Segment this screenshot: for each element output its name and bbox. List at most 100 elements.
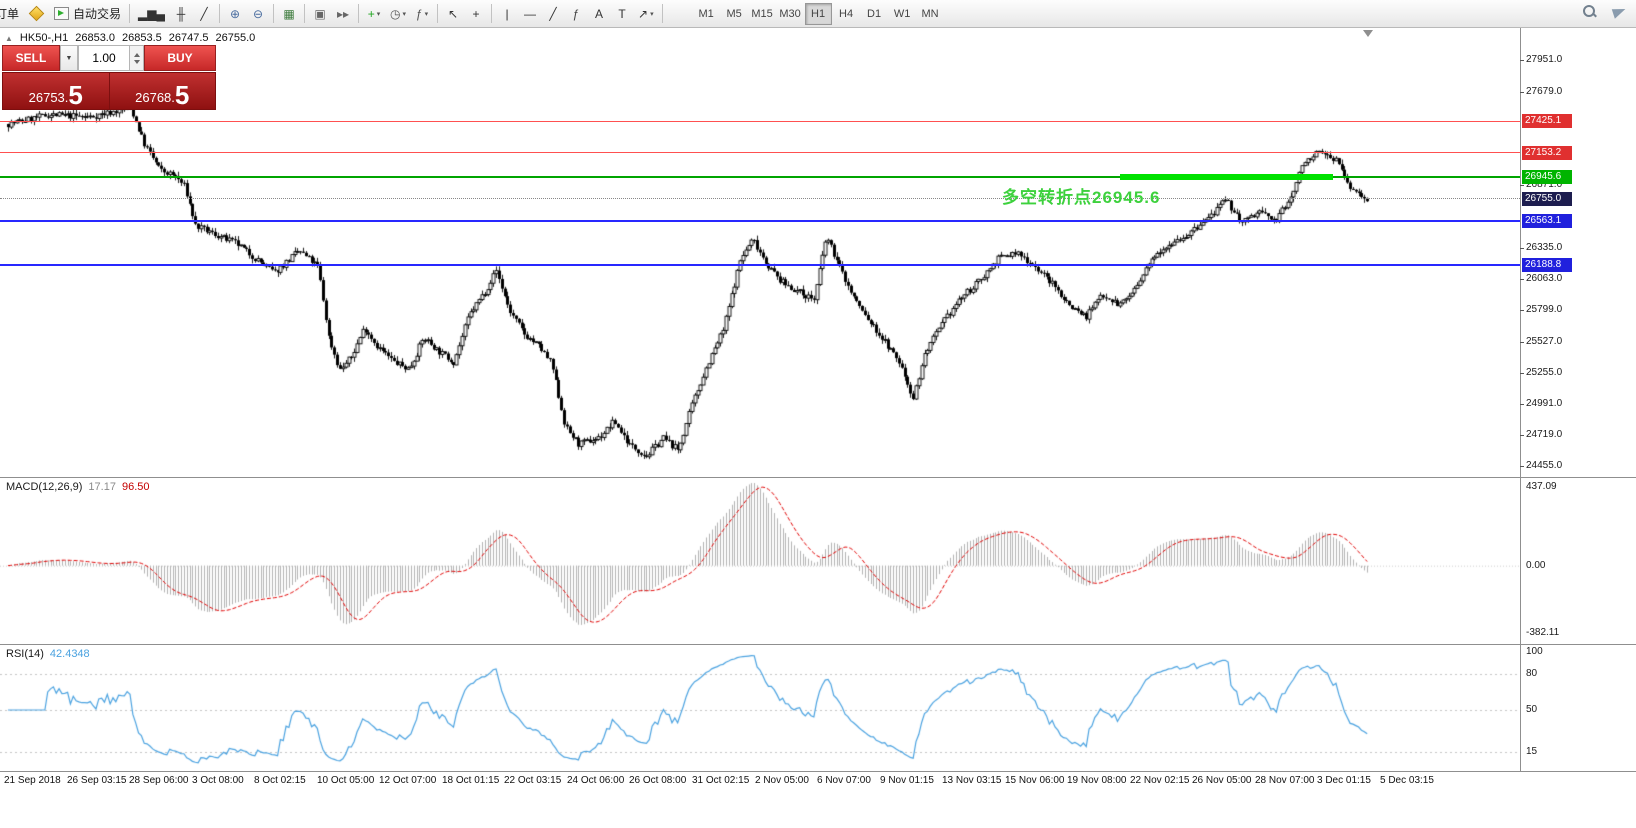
time-axis-label: 6 Nov 07:00 <box>817 775 871 786</box>
rsi-axis-label: 15 <box>1526 746 1538 757</box>
candlestick-chart-icon: ╫ <box>176 6 186 21</box>
line-chart-icon: ╱ <box>200 6 208 21</box>
macd-panel-canvas[interactable] <box>0 478 1520 645</box>
price-axis-label: 26063.0 <box>1526 273 1563 285</box>
price-axis-label: 25799.0 <box>1526 303 1563 315</box>
one-click-toggle-icon[interactable]: ▲ <box>5 33 13 43</box>
time-axis-label: 15 Nov 06:00 <box>1005 775 1065 786</box>
price-tag: 27425.1 <box>1522 114 1572 128</box>
fibonacci-button[interactable]: ƒ <box>565 3 587 25</box>
arrows-button[interactable]: ↗ ▾ <box>634 3 658 25</box>
timeframe-m15[interactable]: M15 <box>749 3 776 25</box>
timeframe-w1[interactable]: W1 <box>889 3 916 25</box>
time-axis-label: 2 Nov 05:00 <box>755 775 809 786</box>
horizontal-line-button[interactable]: — <box>519 3 541 25</box>
candlestick-chart-button[interactable]: ╫ <box>170 3 192 25</box>
text-button[interactable]: A <box>588 3 610 25</box>
chart-shift-marker-icon[interactable] <box>1363 30 1373 37</box>
panel-separator[interactable] <box>0 644 1636 645</box>
new-order-button[interactable]: 订单 <box>0 3 23 25</box>
timeframe-mn[interactable]: MN <box>917 3 944 25</box>
timeframe-h4[interactable]: H4 <box>833 3 860 25</box>
ohlc-high: 26853.5 <box>121 32 162 44</box>
dropdown-caret-icon: ▾ <box>424 10 429 18</box>
time-axis-label: 28 Nov 07:00 <box>1255 775 1315 786</box>
label-button[interactable]: T <box>611 3 633 25</box>
timeframe-m1[interactable]: M1 <box>693 3 720 25</box>
axis-tick-mark <box>1520 403 1524 405</box>
macd-value: 17.17 <box>88 481 116 493</box>
axis-tick-mark <box>1520 309 1524 311</box>
sell-price-small: 26753. <box>28 90 69 105</box>
tile-windows-button[interactable]: ▦ <box>278 3 300 25</box>
time-axis-label: 3 Dec 01:15 <box>1317 775 1371 786</box>
volume-input[interactable] <box>78 45 130 71</box>
toolbar-separator <box>129 4 131 23</box>
autotrading-button[interactable]: 自动交易 <box>50 3 125 25</box>
chart-shift-button[interactable]: ▸▸ <box>332 3 354 25</box>
vertical-line-icon: | <box>505 6 509 21</box>
price-axis-label: 26871.0 <box>1526 179 1563 191</box>
autotrading-label: 自动交易 <box>73 7 122 21</box>
zoom-in-button[interactable]: ⊕ <box>224 3 246 25</box>
indicators-button[interactable]: ƒ ▾ <box>411 3 433 25</box>
trendline-button[interactable]: ╱ <box>542 3 564 25</box>
panel-separator[interactable] <box>0 477 1636 478</box>
horizontal-line-icon: — <box>524 6 536 21</box>
search-icon[interactable] <box>1583 5 1597 19</box>
axis-tick-mark <box>1520 341 1524 343</box>
sell-price[interactable]: 26753. 5 <box>3 73 110 109</box>
bar-chart-button[interactable]: ▂▆▄ <box>134 3 169 25</box>
price-axis-label: 27951.0 <box>1526 54 1563 65</box>
fibonacci-icon: ƒ <box>572 6 580 21</box>
timeframe-m5[interactable]: M5 <box>721 3 748 25</box>
time-axis-label: 13 Nov 03:15 <box>942 775 1002 786</box>
timeframe-h1[interactable]: H1 <box>804 2 832 25</box>
time-axis[interactable]: 21 Sep 2018 26 Sep 03:15 28 Sep 06:00 3 Oct… <box>0 775 1520 791</box>
cursor-icon: ↖ <box>447 6 459 21</box>
new-chart-button[interactable]: + ▾ <box>363 3 385 25</box>
axis-separator <box>1520 28 1521 772</box>
annotation-text: 多空转折点26945.6 <box>1002 188 1161 207</box>
timeframe-d1[interactable]: D1 <box>861 3 888 25</box>
axis-tick-mark <box>1520 185 1524 187</box>
period-button[interactable]: ◷ ▾ <box>386 3 410 25</box>
timeframe-m30[interactable]: M30 <box>777 3 804 25</box>
one-click-trading-panel: SELL ▼ BUY 26753.5 26768.5 <box>2 45 216 110</box>
cursor-button[interactable]: ↖ <box>442 3 464 25</box>
toolbar-separator <box>491 4 492 23</box>
rsi-title: RSI(14) 42.4348 <box>6 648 90 660</box>
buy-price[interactable]: 26768. 5 <box>109 73 215 110</box>
zoom-out-button[interactable]: ⊖ <box>247 3 269 25</box>
sell-button[interactable]: SELL <box>2 45 60 71</box>
buy-button[interactable]: BUY <box>144 45 216 71</box>
time-axis-label: 9 Nov 01:15 <box>880 775 934 786</box>
diamond-icon[interactable] <box>28 5 45 22</box>
axis-tick-mark <box>1520 91 1524 93</box>
buy-price-big: 5 <box>174 79 190 110</box>
toolbar-separator <box>661 4 663 23</box>
crosshair-button[interactable]: + <box>465 3 487 25</box>
time-axis-label: 26 Oct 08:00 <box>629 775 687 786</box>
line-chart-button[interactable]: ╱ <box>193 3 215 25</box>
rsi-panel-canvas[interactable] <box>0 645 1520 771</box>
axis-tick-mark <box>1520 466 1524 467</box>
new-chart-icon: + <box>367 6 375 21</box>
auto-arrange-button[interactable]: ▣ <box>309 3 331 25</box>
price-tag: 26755.0 <box>1522 192 1572 206</box>
toolbar-separator <box>304 4 305 23</box>
price-axis-label: 25255.0 <box>1526 367 1563 379</box>
time-axis-label: 12 Oct 07:00 <box>379 775 437 786</box>
vertical-line-button[interactable]: | <box>496 3 518 25</box>
volume-dropdown-button[interactable]: ▼ <box>60 45 78 71</box>
chart-shift-icon: ▸▸ <box>336 6 350 21</box>
send-icon[interactable] <box>1611 5 1628 19</box>
zoom-out-icon: ⊖ <box>252 6 264 21</box>
price-axis[interactable]: 27951.0 27679.0 26871.0 26335.0 26063.0 25799… <box>1520 0 1635 828</box>
volume-spinner[interactable] <box>130 45 144 71</box>
spin-down-icon <box>133 59 140 64</box>
time-axis-label: 8 Oct 02:15 <box>254 775 306 786</box>
price-tag: 26945.6 <box>1522 170 1572 184</box>
price-chart-canvas[interactable] <box>0 28 1520 478</box>
